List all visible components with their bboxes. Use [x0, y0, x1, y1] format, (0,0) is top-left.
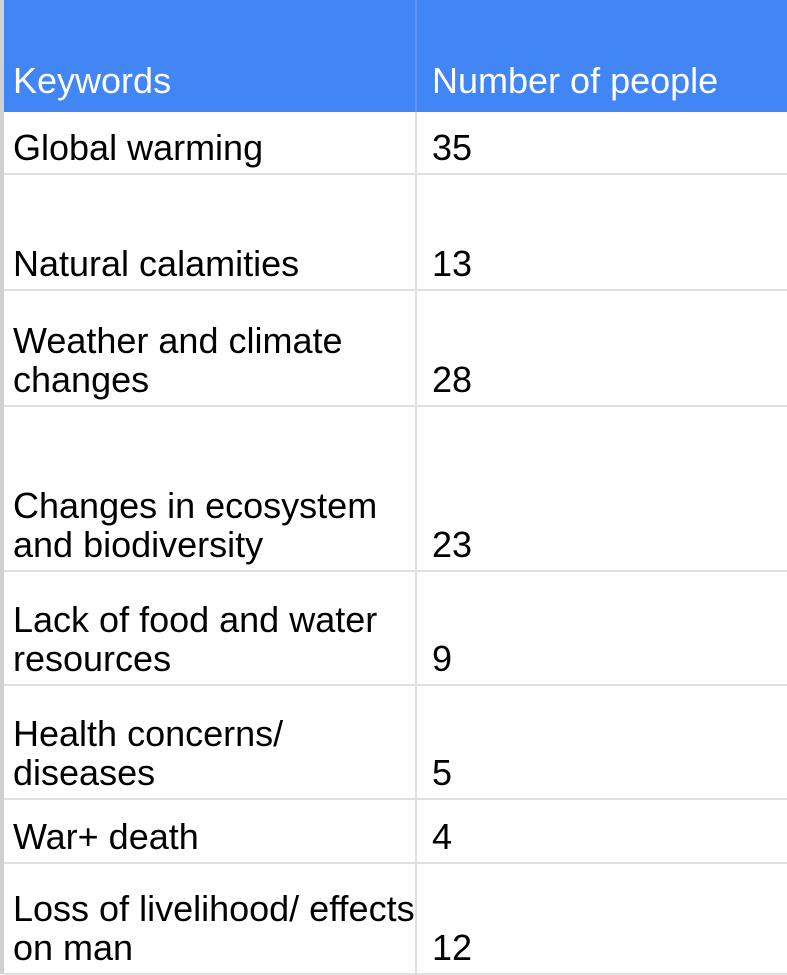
keyword-cell[interactable]: Lack of food and water resources	[4, 571, 417, 686]
header-cell-keywords[interactable]: Keywords	[4, 0, 417, 112]
table-row: Lack of food and water resources 9	[4, 571, 787, 686]
table-row: War+ death 4	[4, 799, 787, 864]
keyword-cell[interactable]: Changes in ecosystem and biodiversity	[4, 406, 417, 572]
table-row: Natural calamities 13	[4, 174, 787, 291]
table-row: Changes in ecosystem and biodiversity 23	[4, 406, 787, 572]
table-row: Health concerns/ diseases 5	[4, 685, 787, 800]
header-row: Keywords Number of people	[4, 0, 787, 112]
table-row: Global warming 35	[4, 112, 787, 175]
count-cell[interactable]: 13	[416, 174, 787, 291]
count-cell[interactable]: 28	[416, 290, 787, 407]
table-row: Loss of livelihood/ effects on man 12	[4, 863, 787, 975]
count-cell[interactable]: 4	[416, 799, 787, 864]
count-cell[interactable]: 23	[416, 406, 787, 572]
keyword-cell[interactable]: Loss of livelihood/ effects on man	[4, 863, 417, 975]
count-cell[interactable]: 9	[416, 571, 787, 686]
keywords-table: Keywords Number of people Global warming…	[4, 0, 787, 975]
count-cell[interactable]: 5	[416, 685, 787, 800]
keyword-cell[interactable]: War+ death	[4, 799, 417, 864]
count-cell[interactable]: 12	[416, 863, 787, 975]
keyword-cell[interactable]: Weather and climate changes	[4, 290, 417, 407]
header-cell-number-of-people[interactable]: Number of people	[416, 0, 787, 112]
table-row: Weather and climate changes 28	[4, 290, 787, 407]
count-cell[interactable]: 35	[416, 112, 787, 175]
keyword-cell[interactable]: Health concerns/ diseases	[4, 685, 417, 800]
keyword-cell[interactable]: Natural calamities	[4, 174, 417, 291]
keyword-cell[interactable]: Global warming	[4, 112, 417, 175]
